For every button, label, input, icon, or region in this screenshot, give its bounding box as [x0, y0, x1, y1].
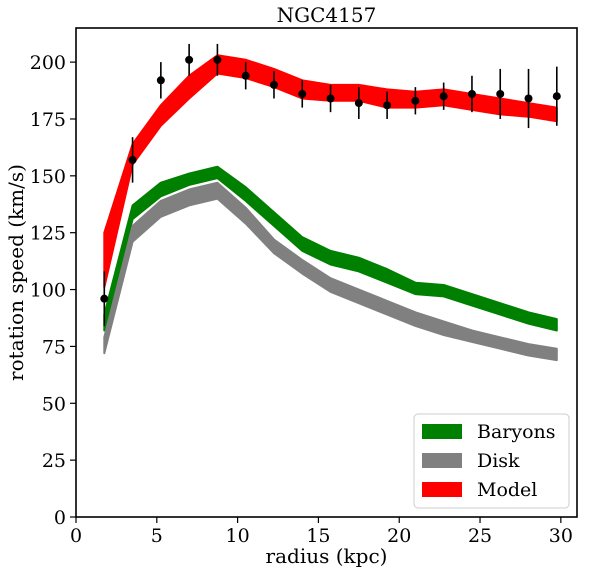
- band-disk: [103, 181, 558, 362]
- x-tick-label: 15: [306, 525, 330, 547]
- data-point: [156, 76, 165, 85]
- data-point: [213, 55, 222, 64]
- data-point: [185, 55, 194, 64]
- data-point: [496, 89, 505, 98]
- x-tick-label: 0: [70, 525, 82, 547]
- x-tick-label: 25: [468, 525, 492, 547]
- legend-label-baryons: Baryons: [477, 421, 556, 443]
- legend-swatch-model: [422, 482, 462, 497]
- chart-title: NGC4157: [277, 3, 377, 27]
- data-point: [128, 155, 137, 164]
- y-tick-label: 25: [42, 450, 66, 472]
- data-point: [354, 99, 363, 108]
- y-tick-label: 75: [42, 336, 66, 358]
- data-point: [524, 94, 533, 103]
- legend-swatch-disk: [422, 453, 462, 468]
- legend: Baryons Disk Model: [413, 413, 570, 509]
- y-tick-label: 50: [42, 393, 66, 415]
- y-axis: 0 25 50 75 100 125 150 175 200: [30, 52, 76, 529]
- data-point: [383, 101, 392, 110]
- data-point: [298, 89, 307, 98]
- legend-label-disk: Disk: [477, 450, 520, 472]
- data-point: [467, 89, 476, 98]
- data-point: [552, 92, 561, 101]
- y-tick-label: 150: [30, 166, 66, 188]
- data-point: [100, 294, 109, 303]
- data-point: [439, 92, 448, 101]
- y-axis-label: rotation speed (km/s): [4, 164, 28, 381]
- x-tick-label: 20: [387, 525, 411, 547]
- observed-data-points: [100, 43, 561, 326]
- data-point: [241, 71, 250, 80]
- x-tick-label: 5: [151, 525, 163, 547]
- band-baryons: [103, 165, 558, 332]
- x-axis: 0 5 10 15 20 25 30: [70, 517, 573, 547]
- y-tick-label: 100: [30, 280, 66, 302]
- legend-swatch-baryons: [422, 424, 462, 439]
- x-axis-label: radius (kpc): [266, 544, 388, 568]
- plot-frame: [75, 27, 578, 518]
- legend-label-model: Model: [477, 479, 537, 501]
- y-tick-label: 200: [30, 52, 66, 74]
- data-point: [269, 80, 278, 89]
- x-tick-label: 10: [226, 525, 250, 547]
- y-tick-label: 175: [30, 109, 66, 131]
- x-tick-label: 30: [549, 525, 573, 547]
- data-point: [326, 94, 335, 103]
- y-tick-label: 0: [54, 507, 66, 529]
- data-point: [411, 96, 420, 105]
- y-tick-label: 125: [30, 223, 66, 245]
